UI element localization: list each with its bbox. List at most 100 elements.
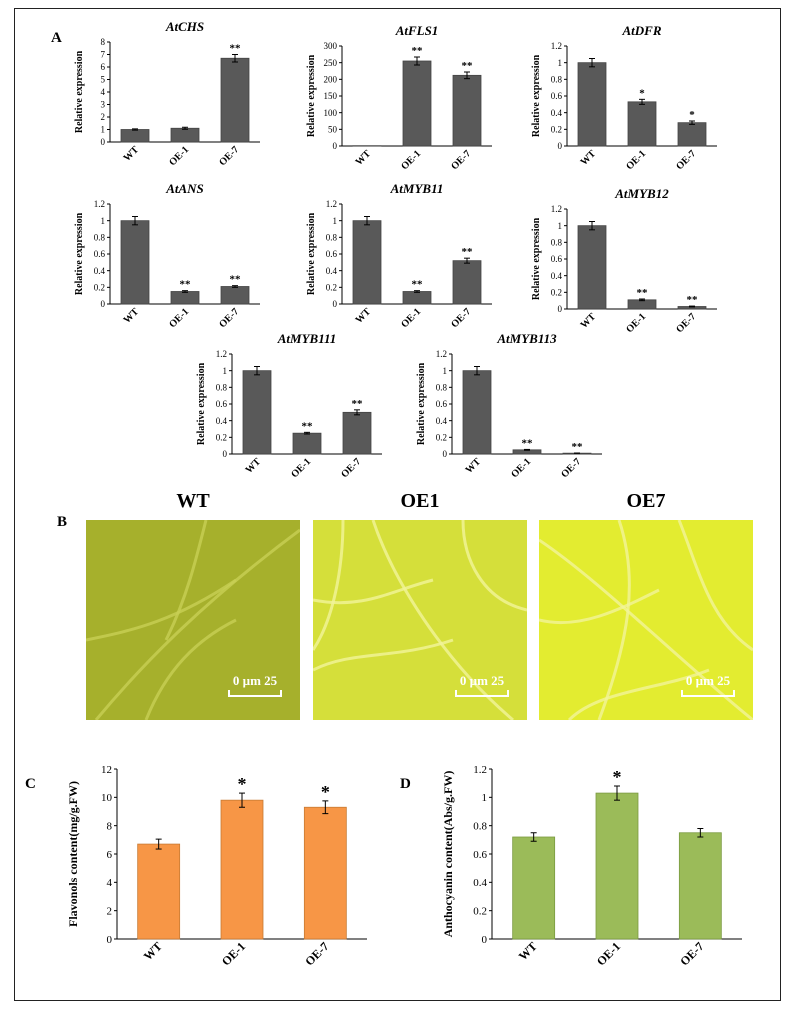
x-tick-label-wt: WT [244,456,264,476]
significance-marker: ** [687,294,699,306]
y-tick-label: 0 [101,299,106,309]
y-tick-label: 0 [333,141,338,151]
chart-atchs: AtCHS 0 1 2 3 4 5 6 7 8 Relative expression WT OE-1 *… [74,19,260,168]
y-tick-label: 1.2 [216,349,227,359]
y-tick-label: 1.2 [551,204,562,214]
y-tick-label: 0.6 [436,399,448,409]
significance-marker: ** [230,43,242,55]
tissue-background [313,520,527,720]
chart-atmyb12: AtMYB12 0 0.2 0.4 0.6 0.8 1 1.2 Relative express… [531,186,717,335]
y-tick-label: 0 [101,137,106,147]
y-tick-label: 0.8 [551,237,563,247]
y-tick-label: 1.2 [326,199,337,209]
significance-marker: ** [522,437,534,449]
y-tick-label: 0.4 [473,877,487,889]
chart-atdfr: AtDFR 0 0.2 0.4 0.6 0.8 1 1.2 Relative expressio… [531,23,717,172]
y-tick-label: 0.6 [94,249,106,259]
x-tick-label-oe-7: OE-7 [677,939,706,968]
bar-wt [512,836,556,940]
significance-marker: ** [230,274,242,286]
y-tick-label: 0 [558,141,563,151]
micro-title-wt: WT [176,490,210,512]
significance-marker: ** [412,45,424,57]
chart-title: AtMYB11 [390,181,444,196]
y-tick-label: 0.4 [551,108,563,118]
x-tick-label-oe-7: OE-7 [339,456,363,480]
significance-marker: * [321,782,330,802]
bar-oe-1 [292,432,322,455]
significance-marker: * [613,767,622,787]
y-axis-label: Relative expression [306,54,317,137]
x-tick-label-wt: WT [354,148,374,168]
bar-oe-1 [402,291,432,305]
leaf-vein [94,528,300,720]
micro-title-oe7: OE7 [626,490,666,512]
x-tick-label-oe-1: OE-1 [509,456,533,480]
y-tick-label: 0.2 [436,432,447,442]
micrograph-oe1: 0 µm 25 [313,520,527,720]
panel-label-d: D [400,776,411,792]
bar-oe-7 [677,122,707,147]
micro-title-oe1: OE1 [400,490,440,512]
y-tick-label: 1 [443,366,448,376]
leaf-tissue-image: 0 µm 25 [86,520,300,720]
bar-oe-7 [452,260,482,305]
bar-wt [352,220,382,305]
y-tick-label: 1.2 [436,349,447,359]
y-axis-label: Anthocyanin content(Abs/g.FW) [441,771,455,938]
leaf-vein [86,578,237,642]
significance-marker: ** [462,60,474,72]
y-tick-label: 0 [333,299,338,309]
y-tick-label: 0.2 [326,282,337,292]
bar-oe-7 [678,832,722,940]
significance-marker: * [639,87,645,99]
chart-atmyb111: AtMYB111 0 0.2 0.4 0.6 0.8 1 1.2 Relative expres… [196,331,382,480]
scale-bar-label: 0 µm 25 [233,673,278,688]
leaf-vein [567,668,710,720]
y-tick-label: 0.8 [216,382,228,392]
bar-oe-1 [402,60,432,147]
bar-wt [462,370,492,455]
x-tick-label-wt: WT [579,148,599,168]
bar-oe-7 [220,286,250,305]
y-tick-label: 1 [558,221,563,231]
y-tick-label: 1 [333,216,338,226]
y-tick-label: 1 [101,216,106,226]
chart-title: AtFLS1 [395,23,439,38]
x-tick-label-oe-7: OE-7 [449,306,473,330]
leaf-vein [313,638,454,672]
leaf-tissue-image: 0 µm 25 [539,520,753,720]
y-tick-label: 0.2 [216,432,227,442]
panel-label-c: C [25,776,36,792]
bar-oe-7 [452,74,482,147]
significance-marker: ** [302,420,314,432]
y-tick-label: 4 [107,877,113,889]
y-tick-label: 5 [101,75,106,85]
y-tick-label: 0 [482,934,488,946]
x-tick-label-wt: WT [122,144,142,164]
bar-wt [120,129,150,143]
y-axis-label: Relative expression [196,362,207,445]
y-tick-label: 0.2 [473,906,487,918]
significance-marker: * [689,109,695,121]
y-tick-label: 0.6 [473,849,487,861]
x-tick-label-wt: WT [141,939,165,963]
leaf-vein [313,520,345,651]
chart-title: AtMYB113 [496,331,557,346]
x-tick-label-oe-7: OE-7 [674,148,698,172]
x-tick-label-oe-7: OE-7 [302,939,331,968]
tissue-background [539,520,753,720]
chart-atfls1: AtFLS1 0 50 100 150 200 250 300 Relative express… [306,23,492,172]
y-axis-label: Relative expression [416,362,427,445]
y-tick-label: 0 [558,304,563,314]
leaf-vein [677,520,753,652]
x-tick-label-oe-1: OE-1 [289,456,313,480]
y-tick-label: 8 [107,821,113,833]
bar-oe-1 [627,299,657,310]
chart-atmyb11: AtMYB11 0 0.2 0.4 0.6 0.8 1 1.2 Relative express… [306,181,492,330]
bar-oe-1 [595,792,639,940]
x-tick-label-wt: WT [464,456,484,476]
leaf-vein [313,578,434,605]
x-tick-label-wt: WT [354,306,374,326]
micrograph-row: 0 µm 25 0 µm 25 0 µm 25 [84,520,764,720]
